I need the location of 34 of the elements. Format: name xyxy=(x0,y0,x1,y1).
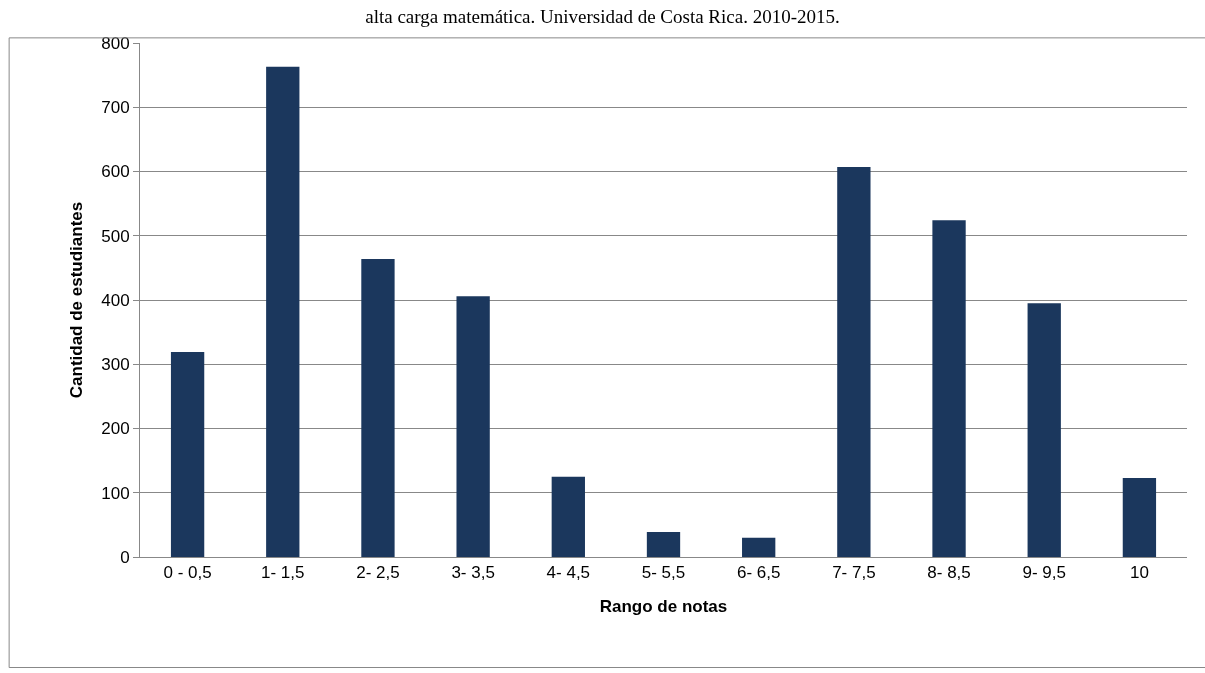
x-tick-label: 0 - 0,5 xyxy=(163,563,212,583)
bar xyxy=(1027,303,1061,557)
x-tick-label: 1- 1,5 xyxy=(261,563,305,583)
y-tick-label: 200 xyxy=(101,419,130,439)
y-tick-label: 300 xyxy=(101,355,130,375)
y-tick-label: 0 xyxy=(120,547,130,567)
y-tick-label: 100 xyxy=(101,483,130,503)
y-tick-label: 600 xyxy=(101,162,130,182)
y-tick-label: 700 xyxy=(101,98,130,118)
x-tick-label: 7- 7,5 xyxy=(832,563,876,583)
x-tick-label: 5- 5,5 xyxy=(641,563,686,583)
bar xyxy=(932,220,966,557)
y-axis-title: Cantidad de estudiantes xyxy=(66,201,86,399)
x-tick-label: 8- 8,5 xyxy=(927,563,971,583)
x-tick-label: 2- 2,5 xyxy=(356,563,400,583)
bar xyxy=(456,296,490,557)
x-tick-label: 6- 6,5 xyxy=(736,563,781,583)
y-tick-label: 500 xyxy=(101,226,130,246)
x-tick-label: 3- 3,5 xyxy=(451,563,495,583)
x-tick-label: 9- 9,5 xyxy=(1022,563,1066,583)
x-tick-label: 10 xyxy=(1129,563,1149,583)
bar xyxy=(742,537,776,557)
bar xyxy=(170,352,205,557)
x-tick-label: 4- 4,5 xyxy=(546,563,591,583)
bar xyxy=(266,66,300,557)
chart-title: alta carga matemática. Universidad de Costa Rica. 2010-2015. xyxy=(365,6,840,28)
bar xyxy=(837,167,871,557)
y-tick-label: 400 xyxy=(101,290,130,310)
x-axis-title: Rango de notas xyxy=(599,596,728,616)
bar xyxy=(361,258,395,557)
bar xyxy=(1122,477,1157,557)
y-tick-label: 800 xyxy=(101,33,130,53)
bar xyxy=(646,531,681,557)
bar xyxy=(551,476,585,557)
